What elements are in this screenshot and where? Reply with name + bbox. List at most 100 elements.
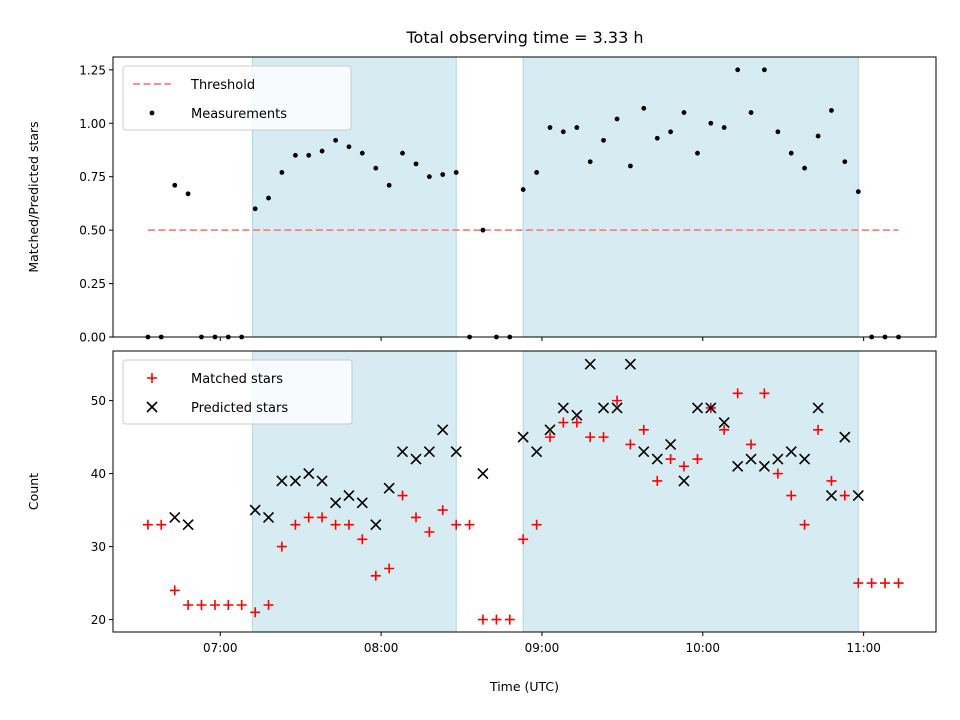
point-0-29 (534, 170, 540, 175)
point-0-48 (786, 490, 797, 501)
point-0-20 (413, 161, 419, 167)
y-tick-label: 0.00 (79, 331, 106, 345)
point-0-15 (346, 144, 352, 150)
point-1-13 (396, 446, 409, 458)
legend-predicted-swatch (146, 401, 158, 413)
point-0-32 (571, 417, 582, 428)
point-1-25 (597, 402, 610, 414)
point-0-3 (185, 191, 191, 197)
point-1-40 (799, 453, 811, 465)
y-tick-label: 1.00 (79, 117, 106, 131)
point-1-23 (571, 409, 583, 421)
point-1-43 (839, 431, 851, 443)
point-1-10 (356, 497, 368, 509)
point-0-35 (614, 116, 620, 122)
point-1-28 (638, 446, 650, 458)
legend-measurements-swatch (149, 110, 155, 116)
x-tick-label: 08:00 (364, 641, 399, 655)
point-0-1 (156, 519, 167, 530)
point-0-52 (842, 159, 848, 165)
point-0-9 (266, 195, 271, 201)
point-0-30 (547, 125, 553, 130)
point-1-32 (691, 402, 704, 414)
point-0-41 (692, 454, 703, 465)
point-0-2 (169, 585, 180, 596)
point-1-44 (852, 489, 864, 502)
point-1-9 (343, 489, 355, 502)
point-0-31 (558, 417, 569, 428)
point-0-20 (411, 512, 422, 523)
point-1-18 (477, 468, 489, 480)
point-1-35 (732, 460, 744, 472)
legend-label: Predicted stars (191, 401, 288, 416)
point-1-20 (531, 446, 543, 458)
point-0-51 (829, 108, 834, 113)
point-1-3 (262, 511, 275, 523)
legend-box (122, 359, 353, 425)
point-0-12 (303, 512, 314, 523)
point-1-31 (678, 475, 690, 487)
y-tick-label: 20 (91, 613, 106, 627)
point-0-44 (732, 388, 743, 399)
legend-box (122, 65, 352, 131)
y-tick-label: 40 (91, 467, 106, 481)
point-0-28 (518, 534, 529, 545)
y-tick-label: 30 (91, 540, 106, 554)
point-0-56 (893, 578, 904, 589)
point-0-24 (464, 519, 475, 530)
point-0-52 (839, 490, 850, 501)
point-0-45 (746, 439, 757, 450)
point-0-45 (748, 110, 754, 115)
point-0-13 (319, 148, 325, 154)
point-0-23 (451, 519, 462, 530)
y-axis-label: Count (26, 473, 41, 510)
point-0-15 (343, 519, 354, 530)
point-1-6 (303, 468, 315, 480)
point-0-4 (196, 599, 207, 610)
point-0-51 (826, 475, 837, 486)
point-1-24 (584, 358, 596, 370)
point-0-47 (772, 468, 783, 479)
point-1-2 (249, 504, 261, 516)
point-1-5 (289, 475, 301, 487)
y-axis-label: Matched/Predicted stars (26, 121, 41, 272)
point-0-31 (560, 129, 566, 135)
x-axis-label: Time (UTC) (489, 679, 559, 694)
y-tick-label: 0.75 (79, 170, 106, 184)
point-0-13 (317, 512, 328, 523)
point-0-47 (775, 129, 781, 135)
point-0-49 (802, 165, 807, 171)
point-0-7 (236, 599, 247, 610)
point-0-21 (424, 527, 435, 538)
point-0-11 (292, 152, 298, 158)
point-1-29 (651, 453, 663, 465)
point-0-25 (477, 614, 488, 625)
point-0-2 (172, 182, 178, 188)
point-0-38 (652, 475, 663, 486)
point-1-41 (812, 402, 824, 414)
point-0-36 (628, 163, 633, 169)
y-tick-label: 1.25 (79, 63, 106, 77)
point-0-43 (721, 125, 727, 130)
point-0-26 (491, 614, 502, 625)
point-1-22 (557, 402, 569, 414)
legend-matched-swatch (147, 373, 157, 383)
point-1-16 (437, 424, 449, 436)
legend-label: Threshold (190, 78, 255, 93)
axes-frame (112, 56, 937, 338)
point-0-46 (759, 388, 770, 399)
point-0-40 (681, 110, 687, 115)
point-0-25 (480, 227, 486, 233)
point-1-27 (624, 358, 636, 370)
point-0-21 (426, 174, 432, 180)
point-0-8 (252, 206, 258, 212)
point-1-7 (316, 475, 328, 487)
point-1-39 (785, 446, 797, 458)
point-0-22 (440, 172, 446, 177)
point-0-53 (855, 189, 861, 195)
point-0-53 (853, 578, 864, 589)
point-0-27 (504, 614, 515, 625)
point-1-34 (718, 416, 730, 429)
point-0-0 (142, 519, 153, 530)
